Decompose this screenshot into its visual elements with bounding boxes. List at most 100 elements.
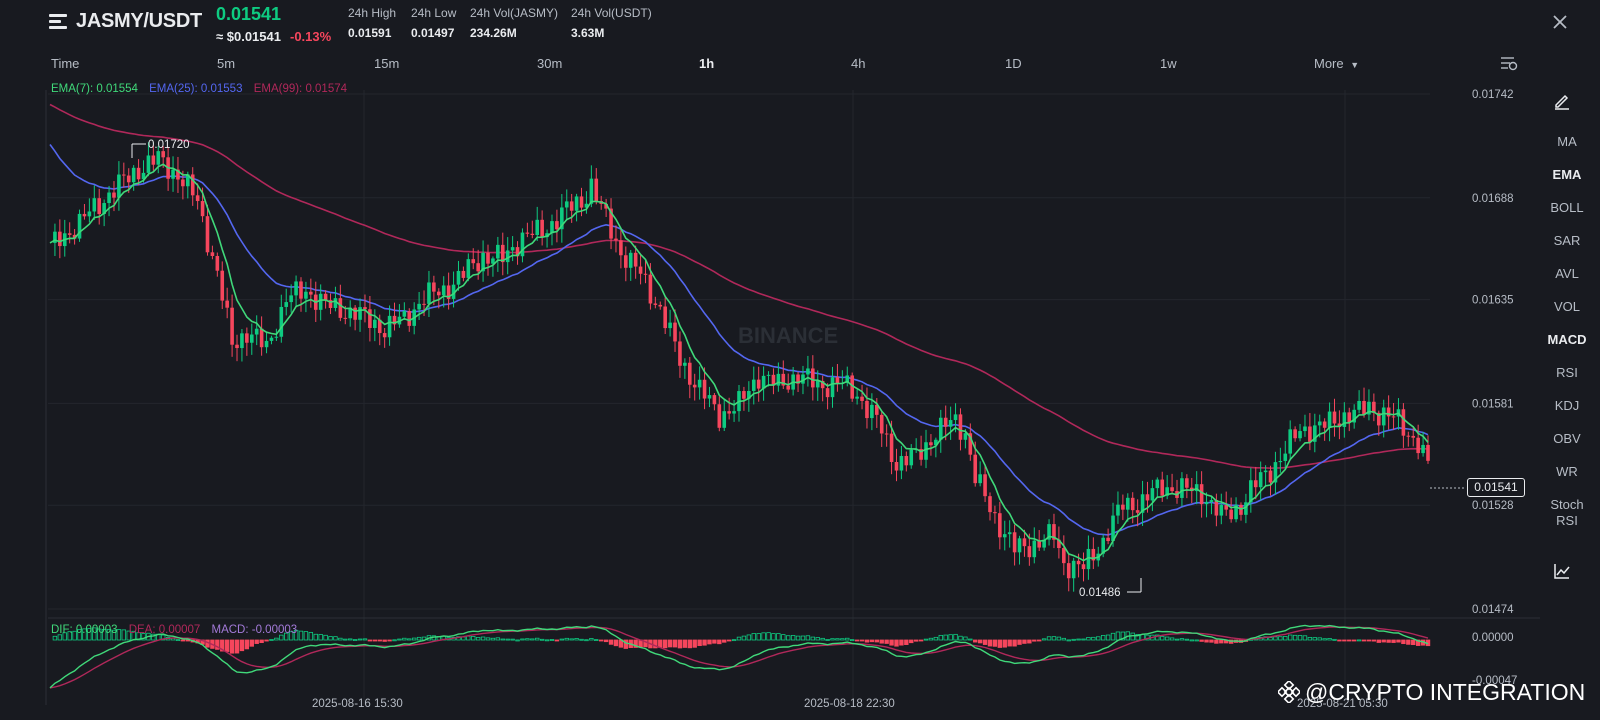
interval-1d[interactable]: 1D [1005, 56, 1022, 71]
macd-bar [82, 628, 87, 641]
candle-body [461, 270, 466, 278]
tool-sar[interactable]: SAR [1553, 233, 1581, 248]
interval-5m[interactable]: 5m [217, 56, 236, 71]
candle-body [579, 196, 584, 208]
macd-bar [1278, 636, 1283, 641]
candle-body [427, 282, 431, 304]
stat-label: 24h Vol(JASMY) [470, 6, 559, 20]
candle-body [1258, 472, 1263, 488]
candle-body [860, 396, 864, 401]
candle-body [815, 380, 820, 388]
interval-15m[interactable]: 15m [374, 56, 400, 71]
macd-bar [726, 639, 732, 642]
macd-bar [1219, 639, 1224, 644]
macd-bar [938, 634, 943, 641]
candle-body [1219, 505, 1224, 516]
tool-wr[interactable]: WR [1556, 464, 1578, 479]
candle-body [1401, 409, 1406, 436]
candle-body [998, 513, 1002, 538]
candle-body [1194, 484, 1199, 492]
candle-body [476, 263, 480, 272]
candle-body [1209, 500, 1214, 502]
macd-bar [766, 632, 771, 641]
candle-body [200, 201, 205, 217]
tool-vol[interactable]: VOL [1553, 299, 1580, 314]
interval-1w[interactable]: 1w [1160, 56, 1177, 71]
interval-more[interactable]: More ▼ [1314, 56, 1359, 71]
candle-body [1155, 479, 1160, 489]
macd-bar [284, 632, 289, 641]
macd-bar [579, 638, 584, 641]
macd-bar [1356, 639, 1362, 642]
candle-body [520, 232, 525, 257]
macd-bar [884, 639, 889, 644]
macd-bar [151, 633, 156, 641]
candle-body [171, 169, 175, 179]
candle-body [624, 255, 628, 268]
menu-icon[interactable] [49, 14, 67, 29]
macd-bar [845, 637, 850, 641]
macd-bar [402, 637, 407, 641]
interval-time[interactable]: Time [51, 56, 80, 71]
tool-kdj[interactable]: KDJ [1554, 398, 1580, 413]
interval-4h[interactable]: 4h [851, 56, 866, 71]
macd-bar [559, 638, 565, 641]
candle-body [786, 385, 791, 390]
tool-obv[interactable]: OBV [1553, 431, 1581, 446]
macd-bar [1076, 638, 1081, 641]
candle-body [382, 333, 387, 338]
candle-body [136, 167, 141, 180]
chart-settings-icon[interactable] [1500, 55, 1518, 71]
candle-body [1426, 444, 1430, 461]
candle-body [1121, 504, 1125, 510]
macd-bar [338, 637, 343, 641]
tool-stoch-rsi[interactable]: Stoch RSI [1550, 497, 1584, 528]
candle-body [1170, 487, 1174, 492]
candle-body [496, 244, 500, 259]
macd-bar [731, 639, 737, 642]
chart-line-icon[interactable] [1553, 562, 1571, 580]
candle-body [131, 167, 136, 183]
tool-boll[interactable]: BOLL [1550, 200, 1584, 215]
candle-body [584, 203, 589, 208]
candle-body [771, 374, 776, 386]
stat-value: 234.26M [470, 26, 517, 40]
macd-bar [1288, 634, 1293, 641]
macd-bar [717, 639, 722, 645]
tool-ema[interactable]: EMA [1552, 167, 1582, 182]
tool-avl[interactable]: AVL [1555, 266, 1579, 281]
tool-ma[interactable]: MA [1557, 134, 1577, 149]
tool-macd[interactable]: MACD [1547, 332, 1587, 347]
candle-body [181, 179, 185, 187]
interval-30m[interactable]: 30m [537, 56, 563, 71]
candle-body [220, 270, 225, 301]
macd-bar [987, 639, 993, 647]
macd-bar [500, 638, 505, 641]
candle-body [958, 414, 963, 440]
candle-body [358, 307, 362, 320]
macd-bar [864, 639, 870, 643]
candle-body [1076, 560, 1081, 565]
stat-24h-high: 24h High 0.01591 [348, 6, 396, 40]
interval-1h[interactable]: 1h [699, 56, 715, 71]
pencil-icon[interactable] [1553, 92, 1571, 110]
pair-title[interactable]: JASMY/USDT [76, 10, 202, 32]
close-icon[interactable] [1551, 13, 1569, 31]
macd-bar [1302, 635, 1308, 641]
candle-body [299, 281, 303, 299]
price-tick-label: 0.01635 [1472, 295, 1514, 307]
candle-body [1322, 421, 1327, 428]
macd-bar [411, 637, 417, 641]
candle-body [825, 388, 830, 398]
candle-body [973, 454, 978, 484]
tool-rsi[interactable]: RSI [1556, 365, 1578, 380]
candle-body [53, 231, 57, 243]
last-price: 0.01541 [216, 4, 282, 24]
macd-bar [1091, 636, 1096, 641]
candle-body [318, 293, 323, 310]
candle-body [1062, 548, 1066, 564]
ema99-value: EMA(99): 0.01574 [253, 83, 348, 95]
stat-value: 0.01497 [411, 26, 455, 40]
candle-body [451, 284, 456, 299]
